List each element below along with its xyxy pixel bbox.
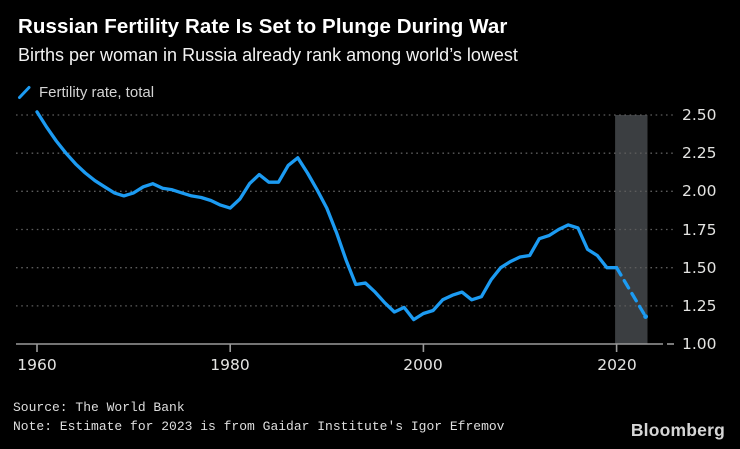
chart-subtitle: Births per woman in Russia already rank … — [18, 45, 518, 65]
x-axis-label-2000: 2000 — [403, 356, 443, 374]
source-line: Source: The World Bank — [13, 400, 185, 415]
y-axis-label-1.00: 1.00 — [682, 335, 717, 353]
fertility-line-solid — [35, 110, 619, 322]
chart-title: Russian Fertility Rate Is Set to Plunge … — [18, 15, 508, 38]
y-axis-label-2.25: 2.25 — [682, 144, 717, 162]
x-axis-label-1980: 1980 — [210, 356, 250, 374]
y-axis-label-1.25: 1.25 — [682, 297, 717, 315]
source-note-block: Source: The World Bank Note: Estimate fo… — [13, 399, 504, 436]
legend-label: Fertility rate, total — [39, 84, 155, 101]
bloomberg-logo: Bloomberg — [630, 420, 725, 440]
plot-area: 2.50 2.25 2.00 1.75 1.50 1.25 1.00 1960 1980 200… — [0, 100, 740, 390]
fertility-line-estimate-dashed — [614, 266, 648, 319]
y-axis-label-1.50: 1.50 — [682, 259, 717, 277]
note-line: Note: Estimate for 2023 is from Gaidar I… — [13, 418, 505, 434]
estimate-end-dot — [643, 314, 648, 319]
y-axis-label-2.50: 2.50 — [682, 106, 717, 124]
x-axis-label-1960: 1960 — [17, 356, 57, 374]
line-series-icon — [18, 86, 31, 99]
fertility-chart — [16, 110, 676, 352]
x-axis-label-2020: 2020 — [597, 356, 637, 374]
legend: Fertility rate, total — [17, 84, 154, 101]
y-axis-label-2.00: 2.00 — [682, 182, 717, 200]
y-axis-label-1.75: 1.75 — [682, 221, 717, 239]
